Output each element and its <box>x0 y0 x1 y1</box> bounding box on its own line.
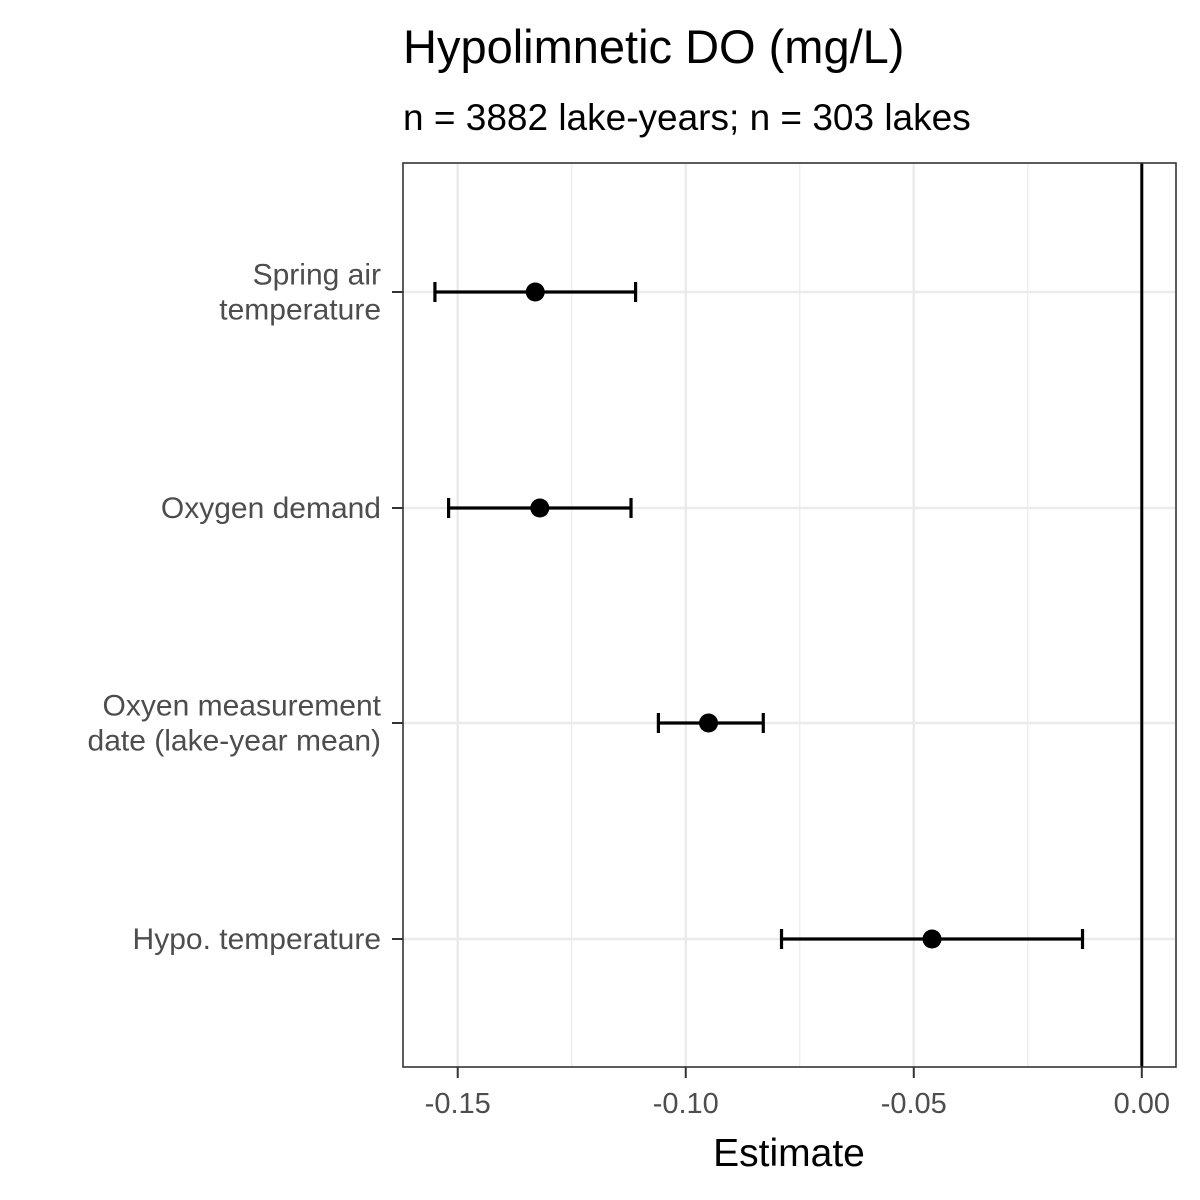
y-tick-label: Hypo. temperature <box>133 923 381 956</box>
y-tick-label-line: date (lake-year mean) <box>88 725 381 758</box>
y-tick-label-line: Spring air <box>253 259 381 292</box>
y-tick-label-line: temperature <box>219 294 381 327</box>
y-tick-label-line: Oxyen measurement <box>103 690 382 723</box>
x-tick-label: -0.15 <box>425 1088 491 1120</box>
y-tick-label: Oxygen demand <box>161 492 381 525</box>
x-tick-label: 0.00 <box>1114 1088 1170 1120</box>
estimate-point <box>530 498 550 518</box>
x-axis-title: Estimate <box>713 1132 865 1175</box>
estimate-point <box>922 929 942 949</box>
plot-panel <box>392 162 1177 1078</box>
y-tick-label: Oxyen measurement date (lake-year mean) <box>88 690 382 758</box>
panel-background <box>403 163 1176 1067</box>
estimate-point <box>699 713 719 733</box>
y-tick-label: Spring air temperature <box>219 259 381 327</box>
x-tick-label: -0.10 <box>653 1088 719 1120</box>
chart-title: Hypolimnetic DO (mg/L) <box>403 20 904 73</box>
y-tick-label-line: Oxygen demand <box>161 492 381 525</box>
panel-border <box>402 162 1177 1068</box>
chart-subtitle: n = 3882 lake-years; n = 303 lakes <box>403 97 971 138</box>
y-tick-label-line: Hypo. temperature <box>133 923 381 956</box>
x-tick-label: -0.05 <box>881 1088 947 1120</box>
estimate-point <box>525 282 545 302</box>
